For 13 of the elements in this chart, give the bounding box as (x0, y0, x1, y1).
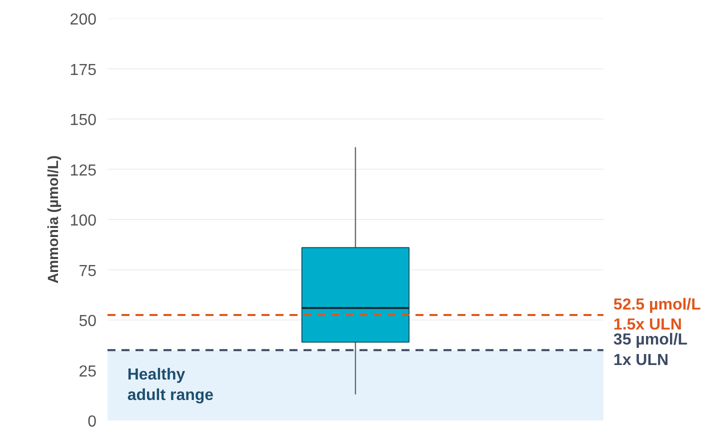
y-tick-label: 50 (78, 313, 97, 330)
y-tick-label: 25 (78, 363, 97, 380)
y-tick-label: 75 (78, 262, 97, 280)
y-tick-label: 100 (70, 212, 97, 230)
ref-line-label: 35 µmol/L 1x ULN (613, 331, 688, 369)
band-label: Healthy adult range (127, 366, 214, 404)
y-tick-label: 175 (70, 62, 97, 79)
ref-line-label: 52.5 µmol/L 1.5x ULN (613, 296, 702, 334)
y-tick-label: 150 (70, 112, 97, 129)
y-tick-label: 125 (70, 162, 97, 180)
y-axis-title: Ammonia (µmol/L) (46, 155, 62, 284)
y-tick-label: 200 (70, 12, 97, 28)
y-tick-label: 0 (88, 414, 97, 430)
